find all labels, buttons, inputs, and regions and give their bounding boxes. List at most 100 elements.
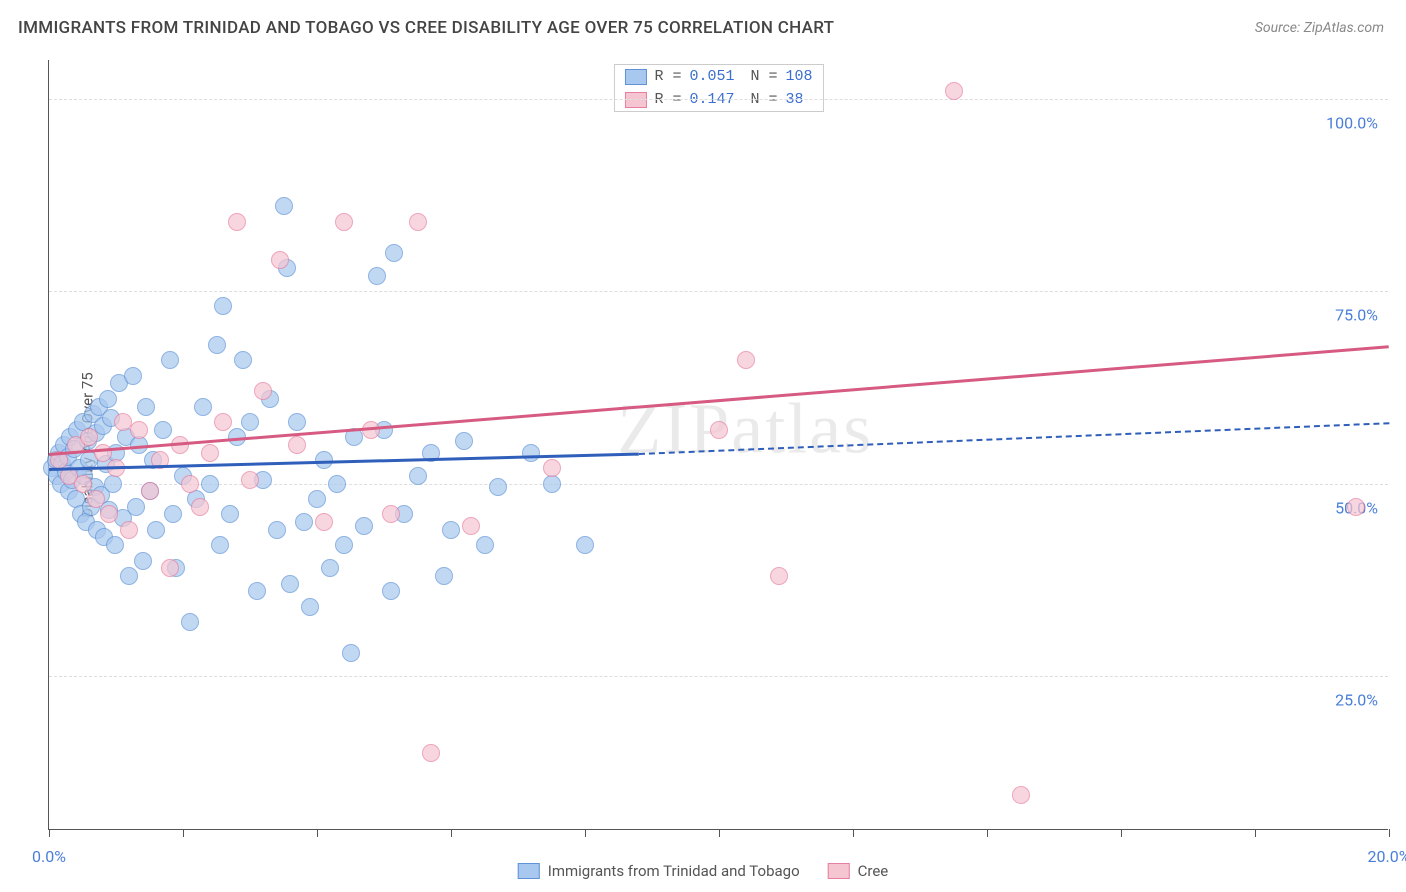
scatter-point: [127, 498, 145, 516]
scatter-point: [295, 513, 313, 531]
x-tick-label: 20.0%: [1368, 847, 1406, 866]
legend-item: Immigrants from Trinidad and Tobago: [518, 862, 800, 880]
watermark: ZIPatlas: [617, 388, 873, 471]
scatter-point: [161, 559, 179, 577]
legend-item: Cree: [828, 862, 889, 880]
legend-label: Immigrants from Trinidad and Tobago: [548, 862, 800, 880]
scatter-point: [87, 490, 105, 508]
scatter-point: [114, 413, 132, 431]
scatter-point: [181, 613, 199, 631]
scatter-point: [275, 197, 293, 215]
legend-r-value: 0.051: [689, 68, 734, 85]
scatter-point: [124, 367, 142, 385]
scatter-point: [208, 336, 226, 354]
scatter-point: [368, 267, 386, 285]
chart-title: IMMIGRANTS FROM TRINIDAD AND TOBAGO VS C…: [18, 18, 834, 38]
scatter-point: [945, 82, 963, 100]
scatter-point: [161, 351, 179, 369]
scatter-point: [191, 498, 209, 516]
scatter-point: [228, 213, 246, 231]
legend-swatch: [624, 92, 646, 108]
scatter-point: [254, 382, 272, 400]
scatter-point: [248, 582, 266, 600]
scatter-point: [301, 598, 319, 616]
x-tick: [987, 829, 988, 837]
scatter-point: [422, 744, 440, 762]
scatter-point: [462, 517, 480, 535]
scatter-point: [543, 459, 561, 477]
scatter-point: [271, 251, 289, 269]
scatter-point: [442, 521, 460, 539]
x-tick-label: 0.0%: [32, 847, 66, 866]
x-tick: [183, 829, 184, 837]
grid-line: [49, 676, 1388, 677]
legend-r-value: 0.147: [689, 91, 734, 108]
scatter-point: [134, 552, 152, 570]
scatter-point: [120, 521, 138, 539]
scatter-point: [268, 521, 286, 539]
scatter-point: [288, 436, 306, 454]
scatter-point: [335, 536, 353, 554]
legend-r-label: R =: [654, 91, 681, 108]
scatter-point: [104, 475, 122, 493]
scatter-point: [455, 432, 473, 450]
scatter-point: [106, 536, 124, 554]
scatter-point: [335, 213, 353, 231]
scatter-point: [234, 351, 252, 369]
scatter-point: [1012, 786, 1030, 804]
chart-plot-area: Disability Age Over 75 ZIPatlas R =0.051…: [48, 60, 1388, 830]
scatter-point: [137, 398, 155, 416]
legend-n-value: 108: [786, 68, 813, 85]
scatter-point: [94, 444, 112, 462]
y-tick-label: 25.0%: [1335, 691, 1378, 710]
x-tick: [1255, 829, 1256, 837]
scatter-point: [194, 398, 212, 416]
scatter-point: [770, 567, 788, 585]
scatter-point: [576, 536, 594, 554]
scatter-point: [147, 521, 165, 539]
grid-line: [49, 99, 1388, 100]
scatter-point: [476, 536, 494, 554]
legend-r-label: R =: [654, 68, 681, 85]
scatter-point: [130, 421, 148, 439]
scatter-point: [74, 475, 92, 493]
scatter-point: [281, 575, 299, 593]
scatter-point: [315, 513, 333, 531]
scatter-point: [221, 505, 239, 523]
legend-n-label: N =: [751, 68, 778, 85]
legend-swatch: [828, 863, 850, 879]
scatter-point: [288, 413, 306, 431]
scatter-point: [1347, 498, 1365, 516]
scatter-point: [80, 428, 98, 446]
scatter-point: [241, 413, 259, 431]
legend-n-value: 38: [786, 91, 804, 108]
y-tick-label: 100.0%: [1326, 113, 1378, 132]
scatter-point: [385, 244, 403, 262]
legend-row: R = 0.147 N = 38: [614, 88, 822, 111]
scatter-point: [409, 467, 427, 485]
legend-n-label: N =: [751, 91, 778, 108]
scatter-point: [382, 582, 400, 600]
legend-swatch: [624, 69, 646, 85]
trend-line: [639, 422, 1389, 455]
scatter-point: [342, 644, 360, 662]
x-tick: [317, 829, 318, 837]
scatter-point: [489, 478, 507, 496]
scatter-point: [214, 413, 232, 431]
scatter-point: [710, 421, 728, 439]
scatter-point: [120, 567, 138, 585]
x-tick: [451, 829, 452, 837]
scatter-point: [141, 482, 159, 500]
x-tick: [719, 829, 720, 837]
x-tick: [49, 829, 50, 837]
scatter-point: [241, 471, 259, 489]
scatter-point: [201, 444, 219, 462]
x-tick: [1389, 829, 1390, 837]
scatter-point: [181, 475, 199, 493]
scatter-point: [435, 567, 453, 585]
scatter-point: [201, 475, 219, 493]
scatter-point: [328, 475, 346, 493]
scatter-point: [99, 390, 117, 408]
y-tick-label: 75.0%: [1335, 306, 1378, 325]
scatter-point: [543, 475, 561, 493]
